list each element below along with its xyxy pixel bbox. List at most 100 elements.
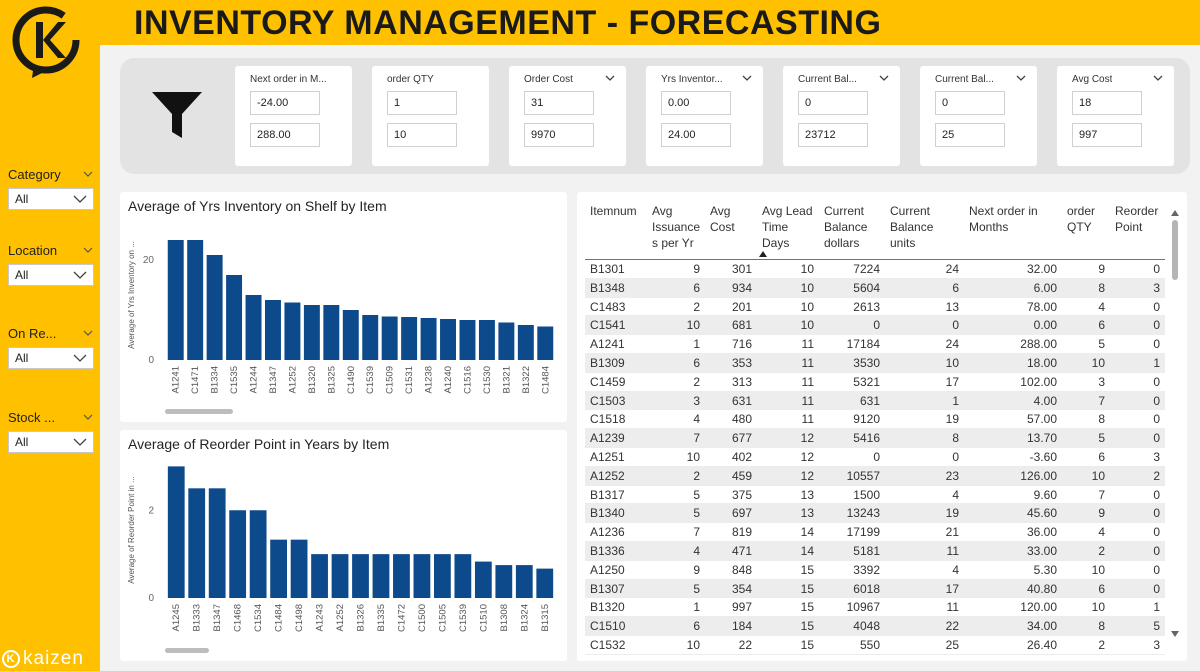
bar[interactable] xyxy=(478,320,495,360)
table-scrollbar[interactable] xyxy=(1172,220,1178,280)
bar[interactable] xyxy=(515,565,533,598)
table-row[interactable]: B1340 5 697 13 13243 19 45.60 9 0 xyxy=(585,504,1165,524)
bar[interactable] xyxy=(206,255,223,360)
table-row[interactable]: B1320 1 997 15 10967 11 120.00 10 1 xyxy=(585,598,1165,618)
chevron-down-icon[interactable] xyxy=(82,327,94,339)
column-header[interactable]: Avg Issuance s per Yr xyxy=(647,200,705,259)
chevron-down-icon[interactable] xyxy=(82,411,94,423)
bar[interactable] xyxy=(352,554,369,598)
table-row[interactable]: A1252 2 459 12 10557 23 126.00 10 2 xyxy=(585,466,1165,486)
range-max-input[interactable]: 997 xyxy=(1072,123,1142,147)
bar[interactable] xyxy=(454,554,472,598)
column-header[interactable]: Next order in Months xyxy=(964,200,1062,259)
table-row[interactable]: B1301 9 301 10 7224 24 32.00 9 0 xyxy=(585,260,1165,279)
column-header[interactable]: order QTY xyxy=(1062,200,1110,259)
table-row[interactable]: B1348 6 934 10 5604 6 6.00 8 3 xyxy=(585,278,1165,298)
bar[interactable] xyxy=(420,318,437,360)
table-row[interactable]: A1241 1 716 11 17184 24 288.00 5 0 xyxy=(585,335,1165,354)
range-max-input[interactable]: 288.00 xyxy=(250,123,320,147)
range-max-input[interactable]: 25 xyxy=(935,123,1005,147)
chevron-down-icon[interactable] xyxy=(741,72,753,84)
column-header[interactable]: Current Balance dollars xyxy=(819,200,885,259)
chevron-down-icon[interactable] xyxy=(1152,72,1164,84)
table-row[interactable]: A1236 7 819 14 17199 21 36.00 4 0 xyxy=(585,523,1165,542)
bar[interactable] xyxy=(311,554,328,598)
slicer-header[interactable]: Location xyxy=(8,242,94,258)
range-min-input[interactable]: 31 xyxy=(524,91,594,115)
table-row[interactable]: B1317 5 375 13 1500 4 9.60 7 0 xyxy=(585,486,1165,505)
range-min-input[interactable]: 0 xyxy=(935,91,1005,115)
bar[interactable] xyxy=(495,565,513,598)
scroll-down-icon[interactable] xyxy=(1171,631,1179,637)
bar[interactable] xyxy=(167,466,185,598)
bar[interactable] xyxy=(362,315,379,360)
table-row[interactable]: C1503 3 631 11 631 1 4.00 7 0 xyxy=(585,391,1165,411)
table-row[interactable]: A1251 10 402 12 0 0 -3.60 6 3 xyxy=(585,448,1165,467)
slicer-header[interactable]: Stock ... xyxy=(8,409,94,425)
bar[interactable] xyxy=(342,310,359,360)
range-min-input[interactable]: 18 xyxy=(1072,91,1142,115)
bar[interactable] xyxy=(270,539,287,598)
bar[interactable] xyxy=(401,317,418,360)
slicer-header[interactable]: On Re... xyxy=(8,325,94,341)
range-min-input[interactable]: 1 xyxy=(387,91,457,115)
slicer-dropdown[interactable]: All xyxy=(8,431,94,453)
table-row[interactable]: A1250 9 848 15 3392 4 5.30 10 0 xyxy=(585,561,1165,580)
chevron-down-icon[interactable] xyxy=(82,244,94,256)
slicer-dropdown[interactable]: All xyxy=(8,264,94,286)
slicer-dropdown[interactable]: All xyxy=(8,188,94,210)
bar[interactable] xyxy=(372,554,390,598)
slicer-dropdown[interactable]: All xyxy=(8,347,94,369)
bar[interactable] xyxy=(459,320,476,360)
column-header[interactable]: Avg Lead Time Days xyxy=(757,200,819,259)
range-max-input[interactable]: 9970 xyxy=(524,123,594,147)
bar[interactable] xyxy=(226,275,243,360)
table-row[interactable]: C1541 10 681 10 0 0 0.00 6 0 xyxy=(585,316,1165,336)
chevron-down-icon[interactable] xyxy=(1015,72,1027,84)
bar[interactable] xyxy=(537,326,554,361)
sort-ascending-icon[interactable] xyxy=(759,251,767,257)
column-header[interactable]: Avg Cost xyxy=(705,200,757,259)
bar[interactable] xyxy=(167,240,184,360)
bar[interactable] xyxy=(413,554,431,598)
bar[interactable] xyxy=(474,561,492,598)
range-max-input[interactable]: 24.00 xyxy=(661,123,731,147)
slicer-header[interactable]: Category xyxy=(8,166,94,182)
range-min-input[interactable]: 0 xyxy=(798,91,868,115)
bar[interactable] xyxy=(303,305,320,360)
column-header[interactable]: Current Balance units xyxy=(885,200,964,259)
bar[interactable] xyxy=(188,488,206,598)
bar[interactable] xyxy=(440,319,456,360)
bar[interactable] xyxy=(187,240,204,360)
bar[interactable] xyxy=(245,295,262,360)
table-row[interactable]: B1309 6 353 11 3530 10 18.00 10 1 xyxy=(585,353,1165,373)
column-header[interactable]: Reorder Point xyxy=(1110,200,1165,259)
table-row[interactable]: C1483 2 201 10 2613 13 78.00 4 0 xyxy=(585,298,1165,317)
bar[interactable] xyxy=(381,316,398,361)
range-max-input[interactable]: 23712 xyxy=(798,123,868,147)
bar[interactable] xyxy=(536,568,554,598)
bar[interactable] xyxy=(434,554,451,598)
bar[interactable] xyxy=(290,539,308,598)
table-row[interactable]: B1307 5 354 15 6018 17 40.80 6 0 xyxy=(585,579,1165,599)
bar[interactable] xyxy=(323,305,340,360)
bar[interactable] xyxy=(265,300,281,360)
chevron-down-icon[interactable] xyxy=(82,168,94,180)
bar[interactable] xyxy=(517,325,534,360)
table-row[interactable]: B1336 4 471 14 5181 11 33.00 2 0 xyxy=(585,541,1165,561)
table-row[interactable]: C1510 6 184 15 4048 22 34.00 8 5 xyxy=(585,617,1165,636)
scroll-up-icon[interactable] xyxy=(1171,210,1179,216)
chevron-down-icon[interactable] xyxy=(878,72,890,84)
table-row[interactable]: C1518 4 480 11 9120 19 57.00 8 0 xyxy=(585,410,1165,430)
range-min-input[interactable]: 0.00 xyxy=(661,91,731,115)
bar[interactable] xyxy=(331,554,349,598)
chevron-down-icon[interactable] xyxy=(604,72,616,84)
bar[interactable] xyxy=(393,554,410,598)
table-row[interactable]: A1239 7 677 12 5416 8 13.70 5 0 xyxy=(585,429,1165,448)
column-header[interactable]: Itemnum xyxy=(585,200,647,259)
table-row[interactable]: C1532 10 22 15 550 25 26.40 2 3 xyxy=(585,636,1165,655)
bar[interactable] xyxy=(284,302,301,361)
chart-scrollbar[interactable] xyxy=(165,648,209,653)
chart-scrollbar[interactable] xyxy=(165,409,233,414)
bar[interactable] xyxy=(249,510,267,598)
